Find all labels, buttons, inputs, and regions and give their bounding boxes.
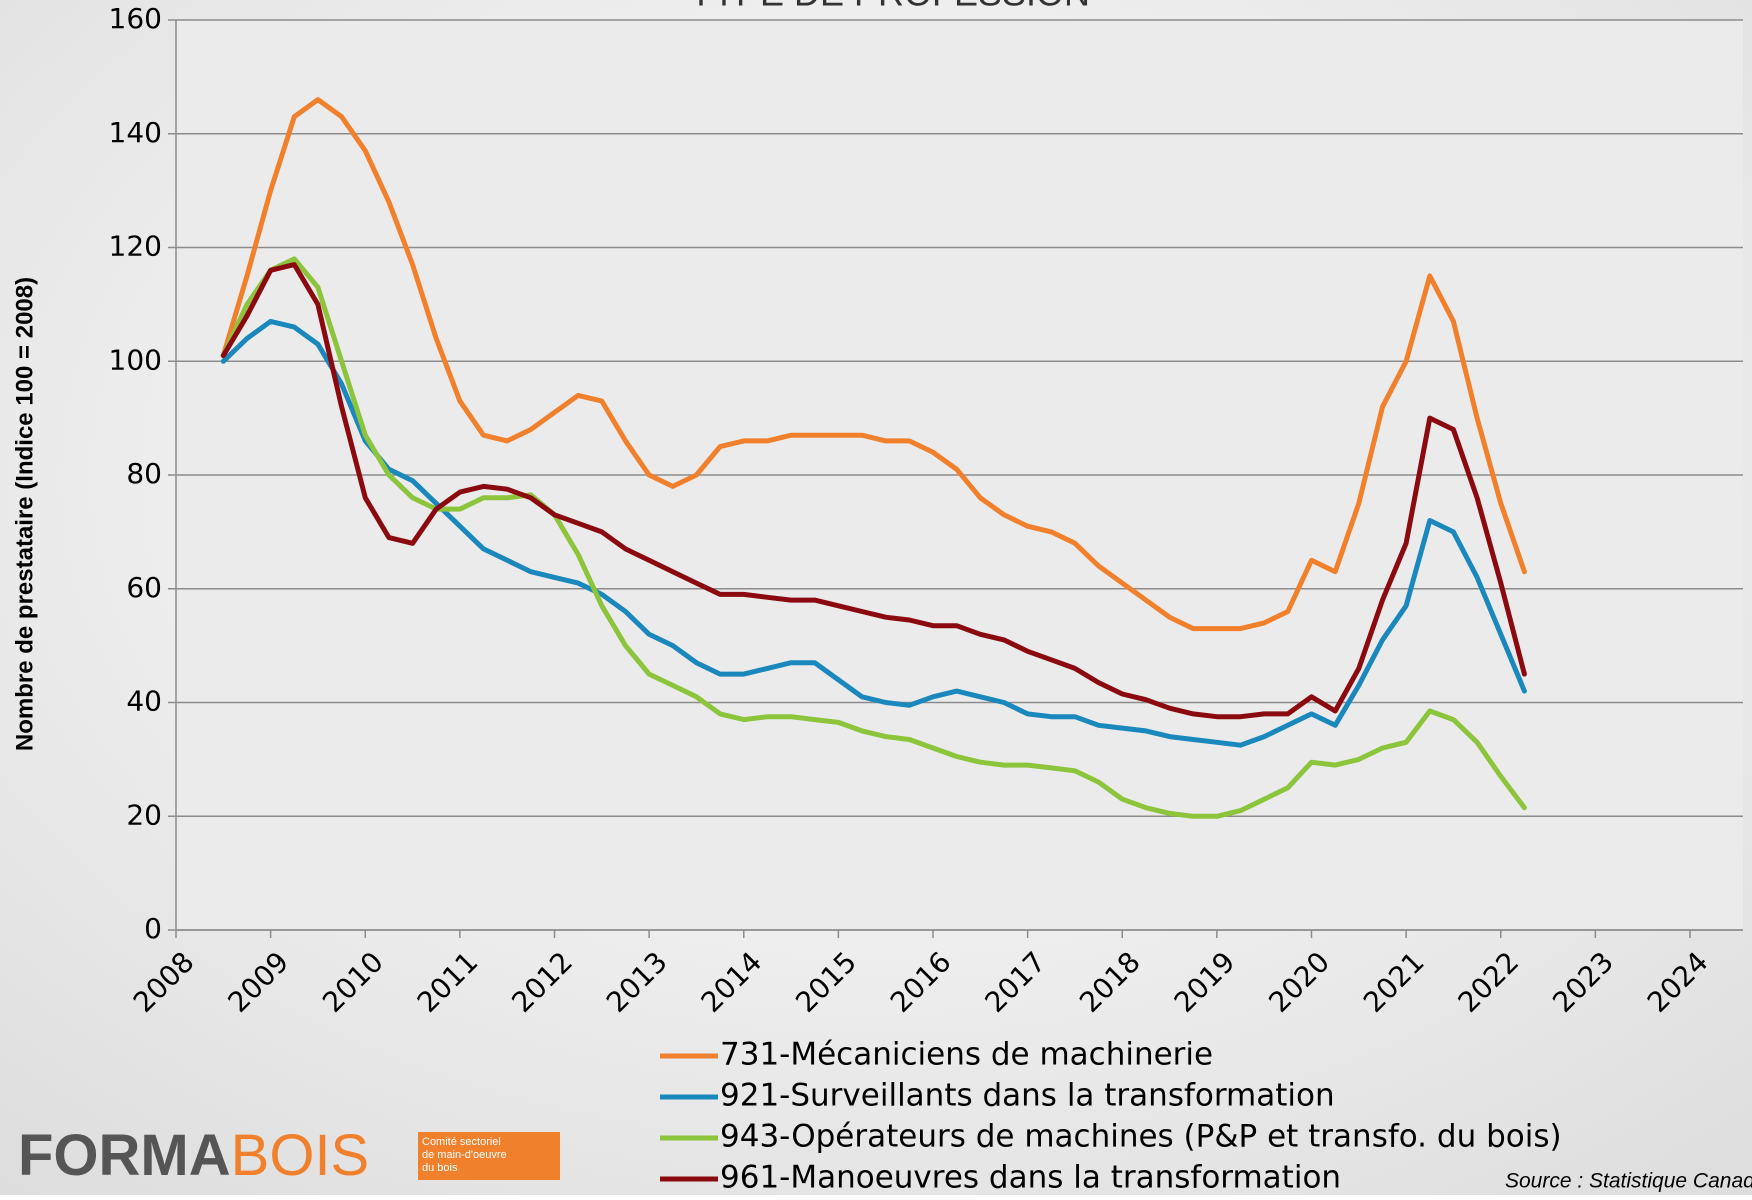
- y-tick-label: 100: [109, 343, 162, 376]
- y-tick-label: 160: [109, 2, 162, 35]
- logo-dark: FORMA: [18, 1123, 231, 1188]
- logo: FORMABOIS Comité sectoriel de main-d'oeu…: [18, 1123, 560, 1188]
- chart-title: TYPE DE PROFESSION: [690, 0, 1090, 14]
- logo-tagline: du bois: [422, 1162, 458, 1174]
- y-tick-label: 60: [126, 571, 162, 604]
- y-tick-label: 80: [126, 457, 162, 490]
- y-tick-label: 0: [144, 912, 162, 945]
- legend-label: 961-Manoeuvres dans la transformation: [720, 1160, 1341, 1196]
- logo-badge: [418, 1132, 560, 1180]
- legend-label: 731-Mécaniciens de machinerie: [720, 1037, 1213, 1073]
- logo-tagline: de main-d'oeuvre: [422, 1149, 507, 1161]
- source-note: Source : Statistique Canada: [1505, 1170, 1752, 1193]
- legend-label: 921-Surveillants dans la transformation: [720, 1078, 1335, 1114]
- y-tick-label: 40: [126, 685, 162, 718]
- logo-accent: BOIS: [231, 1123, 370, 1188]
- y-tick-label: 120: [109, 230, 162, 263]
- y-axis-label: Nombre de prestataire (Indice 100 = 2008…: [11, 277, 38, 751]
- logo-text: FORMABOIS: [18, 1123, 369, 1188]
- series-line: [220, 97, 1527, 632]
- y-tick-label: 20: [126, 798, 162, 831]
- series-line: [220, 262, 1527, 720]
- y-tick-label: 140: [109, 116, 162, 149]
- logo-tagline: Comité sectoriel: [422, 1136, 501, 1148]
- legend-label: 943-Opérateurs de machines (P&P et trans…: [720, 1119, 1562, 1155]
